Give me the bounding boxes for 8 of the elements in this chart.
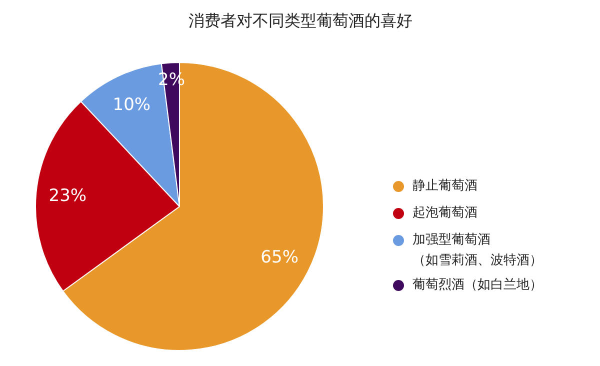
data-label: 23% [48,186,87,206]
legend-label: 葡萄烈酒（如白兰地） [412,278,542,292]
legend-label: 加强型葡萄酒（如雪莉酒、波特酒） [412,232,542,268]
legend-label: 起泡葡萄酒 [412,206,478,220]
data-label: 65% [260,247,298,268]
legend-label: 静止葡萄酒 [412,178,478,194]
data-label: 10% [112,94,151,115]
chart-title: 消费者对不同类型葡萄酒的喜好 [188,11,412,30]
